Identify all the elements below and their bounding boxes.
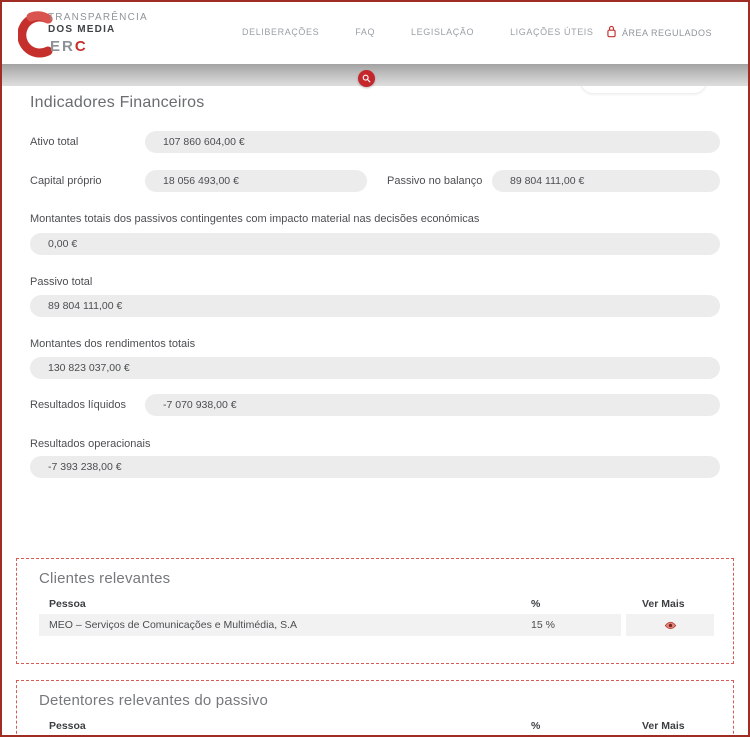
passivos-contingentes-label: Montantes totais dos passivos contingent…	[30, 213, 480, 225]
field-row-capital-passivo: Capital próprio 18 056 493,00 € Passivo …	[30, 170, 720, 192]
col-pessoa: Pessoa	[49, 598, 86, 610]
col-pct: %	[531, 720, 541, 732]
search-button[interactable]	[358, 70, 375, 87]
area-regulados-label: ÁREA REGULADOS	[621, 27, 712, 38]
erc-gray: ER	[50, 38, 75, 55]
nav-deliberacoes[interactable]: DELIBERAÇÕES	[242, 27, 320, 37]
page-title: Indicadores Financeiros	[30, 94, 205, 111]
resultados-operacionais-input[interactable]: -7 393 238,00 €	[30, 456, 720, 478]
main-nav: DELIBERAÇÕES FAQ LEGISLAÇÃO LIGAÇÕES ÚTE…	[242, 27, 594, 37]
capital-proprio-label: Capital próprio	[30, 175, 102, 187]
col-pct: %	[531, 598, 541, 610]
brand-logo[interactable]: TRANSPARÊNCIA DOS MEDIA ERC	[17, 9, 148, 64]
erc-red: C	[74, 38, 88, 55]
resultados-operacionais-label: Resultados operacionais	[30, 438, 151, 450]
detentores-table: Pessoa % Ver Mais MEGLO - Media Global, …	[39, 716, 725, 735]
col-pessoa: Pessoa	[49, 720, 86, 732]
nav-legislacao[interactable]: LEGISLAÇÃO	[411, 27, 475, 37]
detentores-relevantes-title: Detentores relevantes do passivo	[39, 692, 269, 709]
header-main: Pessoa %	[39, 716, 621, 735]
clientes-table: Pessoa % Ver Mais MEO – Serviços de Comu…	[39, 594, 725, 636]
pct-value: 15 %	[531, 619, 555, 631]
search-icon	[362, 70, 371, 88]
detentores-relevantes-section: Detentores relevantes do passivo Pessoa …	[16, 680, 734, 735]
brand-text: TRANSPARÊNCIA DOS MEDIA ERC	[48, 9, 148, 55]
nav-ligacoes-uteis[interactable]: LIGAÇÕES ÚTEIS	[510, 27, 594, 37]
passivo-total-label: Passivo total	[30, 276, 93, 288]
field-row-resultados-liquidos: Resultados líquidos -7 070 938,00 €	[30, 394, 720, 416]
passivo-no-balanco-label: Passivo no balanço	[387, 175, 483, 187]
brand-line2: DOS MEDIA	[48, 24, 116, 35]
resultados-liquidos-input[interactable]: -7 070 938,00 €	[145, 394, 720, 416]
passivo-no-balanco-input[interactable]: 89 804 111,00 €	[492, 170, 720, 192]
ativo-total-label: Ativo total	[30, 136, 79, 148]
padlock-icon	[606, 25, 617, 40]
erc-crescent-icon	[17, 11, 54, 64]
header: TRANSPARÊNCIA DOS MEDIA ERC DELIBERAÇÕES…	[2, 2, 748, 64]
field-row-ativo-total: Ativo total 107 860 604,00 €	[30, 131, 720, 153]
capital-proprio-input[interactable]: 18 056 493,00 €	[145, 170, 367, 192]
ativo-total-input[interactable]: 107 860 604,00 €	[145, 131, 720, 153]
financial-indicators-form: Indicadores Financeiros Ativo total 107 …	[2, 86, 748, 478]
nav-faq[interactable]: FAQ	[355, 27, 376, 37]
clientes-table-header: Pessoa % Ver Mais	[39, 594, 725, 614]
detentores-table-header: Pessoa % Ver Mais	[39, 716, 725, 735]
header-main: Pessoa %	[39, 594, 621, 614]
area-regulados-link[interactable]: ÁREA REGULADOS	[606, 25, 712, 40]
resultados-liquidos-label: Resultados líquidos	[30, 399, 127, 411]
col-ver-mais: Ver Mais	[642, 720, 685, 732]
eye-icon[interactable]	[664, 621, 677, 630]
rendimentos-totais-label: Montantes dos rendimentos totais	[30, 338, 196, 350]
table-row: MEO – Serviços de Comunicações e Multimé…	[39, 614, 725, 636]
passivos-contingentes-input[interactable]: 0,00 €	[30, 233, 720, 255]
rendimentos-totais-input[interactable]: 130 823 037,00 €	[30, 357, 720, 379]
col-ver-mais: Ver Mais	[642, 598, 685, 610]
passivo-total-input[interactable]: 89 804 111,00 €	[30, 295, 720, 317]
brand-line1: TRANSPARÊNCIA	[48, 12, 148, 23]
ver-mais-cell	[626, 614, 714, 636]
toolbar-band	[2, 64, 748, 86]
relevant-sections: Clientes relevantes Pessoa % Ver Mais ME…	[2, 558, 748, 735]
brand-erc: ERC	[50, 38, 148, 55]
pessoa-value: MEO – Serviços de Comunicações e Multimé…	[49, 619, 298, 631]
row-main: MEO – Serviços de Comunicações e Multimé…	[39, 614, 621, 636]
clientes-relevantes-section: Clientes relevantes Pessoa % Ver Mais ME…	[16, 558, 734, 664]
clientes-relevantes-title: Clientes relevantes	[39, 570, 171, 587]
